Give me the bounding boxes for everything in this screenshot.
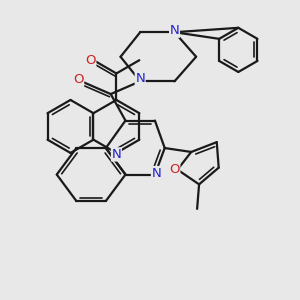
Text: O: O: [85, 54, 96, 67]
Text: N: N: [170, 24, 179, 37]
Text: N: N: [112, 148, 121, 161]
Text: O: O: [73, 73, 84, 86]
Text: N: N: [152, 167, 161, 180]
Text: O: O: [169, 163, 180, 176]
Text: N: N: [135, 72, 145, 85]
